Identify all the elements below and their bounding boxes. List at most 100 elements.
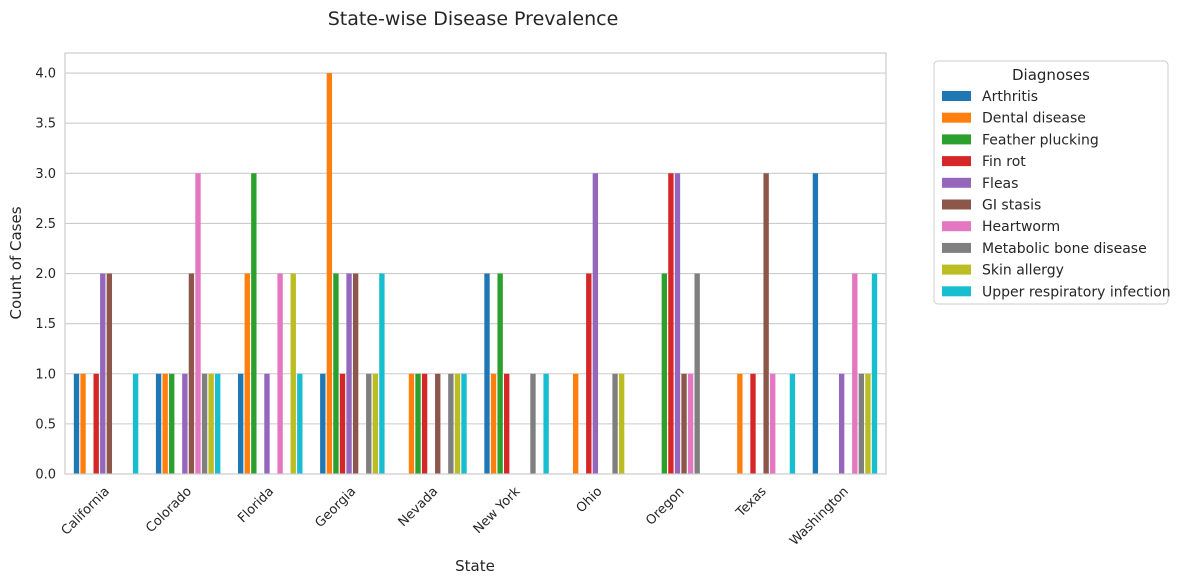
bar: [372, 373, 379, 474]
y-tick-label: 0.5: [35, 417, 56, 432]
legend-label: Upper respiratory infection: [982, 284, 1171, 300]
bar: [497, 273, 503, 474]
bar: [162, 373, 168, 474]
legend-label: Feather plucking: [982, 132, 1099, 148]
bar: [195, 173, 201, 475]
bar: [421, 373, 428, 474]
bar: [687, 373, 694, 474]
bar: [366, 373, 372, 474]
bar: [681, 373, 687, 474]
bar: [333, 273, 339, 474]
bar: [320, 373, 326, 474]
legend-swatch: [942, 264, 971, 275]
bar: [297, 373, 303, 474]
x-tick-label: Georgia: [313, 484, 360, 531]
legend-label: GI stasis: [982, 198, 1041, 214]
bar: [543, 373, 549, 474]
legend-frame: [933, 60, 1169, 305]
bar: [215, 373, 221, 474]
bar: [770, 373, 776, 474]
bar: [106, 273, 113, 474]
bar: [763, 173, 769, 475]
bar: [661, 273, 668, 474]
bar: [484, 273, 490, 474]
bar: [668, 173, 674, 475]
plot-frame: [64, 52, 887, 475]
bar: [155, 373, 162, 474]
x-tick-label: Nevada: [396, 484, 442, 530]
legend-label: Skin allergy: [982, 263, 1064, 279]
bar: [251, 173, 257, 475]
y-tick-label: 2.0: [35, 267, 56, 282]
legend: Diagnoses Arthritis Dental disease Feather…: [933, 60, 1171, 305]
x-tick-label: Ohio: [574, 484, 606, 516]
bar: [586, 273, 592, 474]
legend-title: Diagnoses: [1012, 66, 1090, 84]
legend-label: Dental disease: [982, 111, 1086, 127]
bar: [838, 373, 845, 474]
y-tick-label: 4.0: [35, 67, 56, 82]
y-tick-label: 1.5: [35, 317, 56, 332]
bar: [169, 373, 175, 474]
legend-swatch: [942, 242, 971, 253]
bar: [490, 373, 497, 474]
bar: [264, 373, 270, 474]
legend-swatch: [942, 134, 971, 145]
bar: [592, 173, 599, 475]
bar: [408, 373, 415, 474]
y-tick-label: 2.5: [35, 217, 56, 232]
bar: [208, 373, 214, 474]
bar: [612, 373, 618, 474]
bar: [379, 273, 385, 474]
x-tick-label: New York: [471, 484, 524, 537]
x-axis-label: State: [455, 557, 495, 575]
x-axis-ticks: California Colorado Florida Georgia Nevada Ne…: [59, 484, 852, 549]
y-tick-label: 3.5: [35, 117, 56, 132]
legend-swatch: [942, 286, 971, 297]
legend-label: Heartworm: [982, 219, 1060, 235]
legend-label: Metabolic bone disease: [982, 241, 1147, 257]
bar: [572, 373, 579, 474]
bar: [415, 373, 421, 474]
bar: [352, 273, 359, 474]
bar: [750, 373, 756, 474]
chart-title: State-wise Disease Prevalence: [328, 8, 619, 30]
bar: [290, 273, 296, 474]
bar: [73, 373, 80, 474]
bar: [858, 373, 865, 474]
bar: [277, 273, 283, 474]
x-tick-label: Oregon: [643, 484, 687, 528]
bar: [618, 373, 625, 474]
legend-swatch: [942, 156, 971, 167]
bar: [694, 273, 700, 474]
bar: [461, 373, 467, 474]
x-tick-label: Washington: [787, 484, 852, 549]
legend-label: Fleas: [982, 176, 1018, 192]
bar: [244, 273, 250, 474]
bar: [346, 273, 352, 474]
bar: [435, 373, 441, 474]
legend-swatch: [942, 199, 971, 210]
bar: [326, 73, 333, 475]
y-tick-label: 3.0: [35, 167, 56, 182]
grid-lines: [65, 72, 886, 475]
y-axis-ticks: 0.0 0.5 1.0 1.5 2.0 2.5 3.0 3.5 4.0: [35, 67, 56, 483]
legend-swatch: [942, 177, 971, 188]
bar: [182, 373, 188, 474]
legend-label: Fin rot: [982, 154, 1026, 170]
x-tick-label: Florida: [235, 484, 277, 526]
legend-swatch: [942, 91, 971, 101]
bar: [530, 373, 536, 474]
bars: [73, 73, 878, 475]
legend-label: Arthritis: [982, 89, 1038, 105]
legend-swatch: [942, 112, 971, 123]
y-tick-label: 0.0: [35, 468, 56, 483]
legend-items: Arthritis Dental disease Feather plucking F…: [942, 89, 1171, 300]
bar: [238, 373, 244, 474]
bar: [448, 373, 454, 474]
bar: [674, 173, 681, 475]
bar: [132, 373, 139, 474]
bar: [871, 273, 878, 474]
x-tick-label: Colorado: [143, 484, 195, 536]
